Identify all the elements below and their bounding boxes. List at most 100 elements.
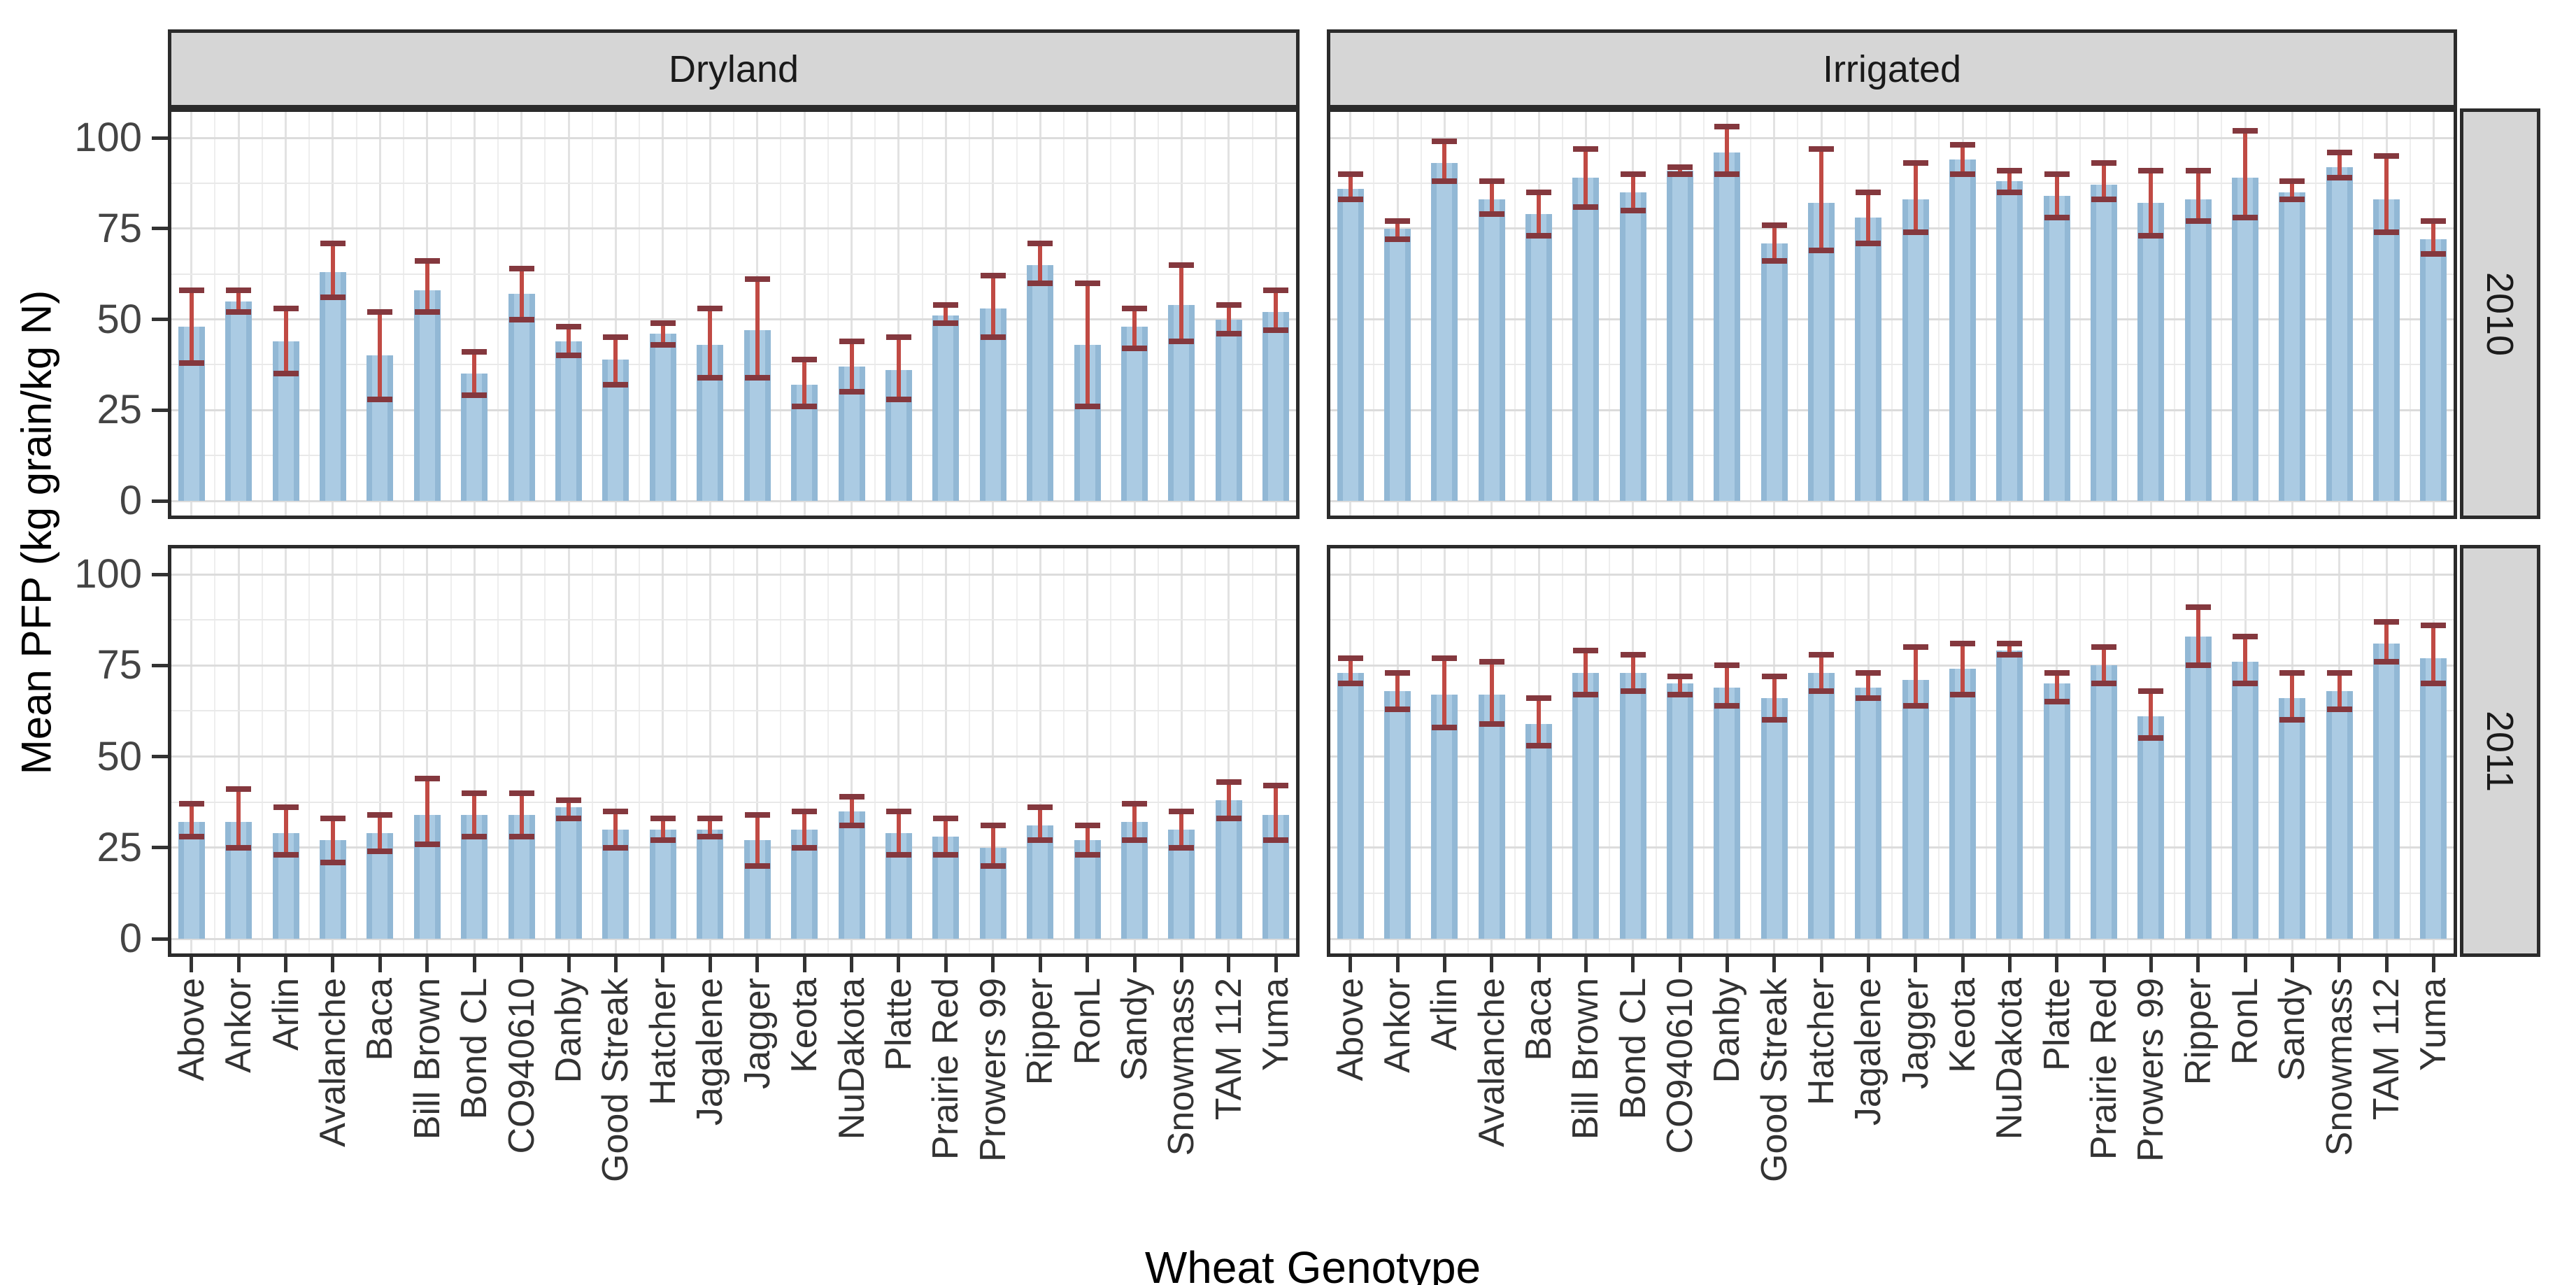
- error-bar-cap-top: [744, 811, 770, 818]
- x-tick: [1490, 957, 1494, 972]
- gridline-v-minor: [1985, 108, 1987, 519]
- gridline-v-minor: [1110, 545, 1112, 957]
- gridline-v-minor: [1844, 108, 1846, 519]
- gridline-h-minor: [1327, 619, 2457, 621]
- gridline-v-minor: [827, 545, 829, 957]
- y-tick: [152, 136, 168, 140]
- error-bar-stem: [2384, 621, 2389, 662]
- gridline-v-minor: [1750, 108, 1751, 519]
- error-bar-stem: [1274, 786, 1279, 841]
- y-tick-label: 25: [97, 824, 142, 870]
- error-bar-cap-top: [1337, 655, 1363, 661]
- error-bar-cap-top: [2233, 127, 2258, 134]
- error-bar-cap-top: [933, 301, 959, 308]
- error-bar-stem: [1819, 148, 1823, 250]
- error-bar-stem: [1274, 290, 1279, 331]
- error-bar-stem: [1085, 283, 1090, 407]
- x-tick: [1086, 957, 1090, 972]
- gridline-v-minor: [874, 108, 876, 519]
- error-bar-cap-top: [1856, 669, 1881, 676]
- y-tick: [152, 572, 168, 576]
- error-bar-cap-top: [1263, 783, 1289, 789]
- bar-jagger: [1902, 680, 1929, 939]
- x-tick: [613, 957, 618, 972]
- gridline-v-minor: [2221, 545, 2223, 957]
- error-bar-stem: [2431, 625, 2436, 684]
- error-bar-cap-bottom: [556, 353, 582, 359]
- error-bar-cap-top: [1337, 171, 1363, 177]
- error-bar-cap-bottom: [2233, 215, 2258, 221]
- x-tick-label-snowmass: Snowmass: [1161, 978, 1202, 1156]
- gridline-v-major: [662, 545, 664, 957]
- error-bar-stem: [1961, 643, 1965, 695]
- gridline-h-major: [168, 318, 1300, 320]
- gridline-h-minor: [168, 455, 1300, 457]
- gridline-h-major: [168, 573, 1300, 576]
- gridline-v-major: [1274, 545, 1277, 957]
- error-bar-cap-bottom: [1263, 327, 1289, 334]
- x-tick-label-platte: Platte: [878, 978, 919, 1071]
- error-bar-stem: [2290, 672, 2295, 720]
- x-tick: [1349, 957, 1353, 972]
- error-bar-cap-bottom: [1074, 404, 1100, 410]
- error-bar-stem: [1537, 192, 1541, 236]
- bar-co940610: [1667, 170, 1693, 501]
- bar-prairie-red: [2091, 185, 2117, 501]
- gridline-v-minor: [1797, 545, 1799, 957]
- error-bar-cap-top: [1027, 804, 1053, 811]
- gridline-v-minor: [1251, 108, 1253, 519]
- x-tick-label-yuma: Yuma: [2413, 978, 2454, 1071]
- panel-dryland-2011: [168, 545, 1300, 957]
- gridline-v-major: [614, 108, 617, 519]
- x-tick: [2196, 957, 2200, 972]
- y-tick: [152, 937, 168, 941]
- gridline-v-major: [992, 545, 995, 957]
- gridline-v-minor: [921, 108, 923, 519]
- gridline-v-major: [851, 108, 853, 519]
- gridline-v-major: [1039, 545, 1041, 957]
- bar-keota: [1949, 159, 1976, 501]
- gridline-v-minor: [261, 108, 263, 519]
- error-bar-cap-top: [1761, 222, 1787, 228]
- y-tick-label: 50: [97, 733, 142, 779]
- error-bar-cap-top: [650, 320, 676, 326]
- error-bar-cap-bottom: [462, 834, 488, 840]
- x-tick-label-prowers-99: Prowers 99: [972, 978, 1013, 1162]
- gridline-v-major: [897, 108, 900, 519]
- y-tick-label: 75: [97, 642, 142, 688]
- gridline-v-minor: [2079, 545, 2082, 957]
- error-bar-cap-top: [1074, 280, 1100, 286]
- gridline-v-minor: [1891, 545, 1893, 957]
- error-bar-cap-top: [1573, 648, 1599, 654]
- error-bar-stem: [2007, 643, 2012, 655]
- gridline-v-major: [709, 545, 711, 957]
- y-axis-title: Mean PFP (kg grain/kg N): [13, 290, 60, 775]
- gridline-h-major: [168, 409, 1300, 411]
- x-tick-label-keota: Keota: [1942, 978, 1983, 1073]
- gridline-v-minor: [2409, 108, 2411, 519]
- error-bar-cap-top: [1169, 262, 1195, 268]
- gridline-h-major: [168, 227, 1300, 230]
- bar-arlin: [1431, 694, 1458, 939]
- error-bar-cap-bottom: [1714, 171, 1740, 177]
- error-bar-cap-top: [1856, 189, 1881, 195]
- error-bar-cap-top: [1997, 640, 2023, 646]
- x-tick: [802, 957, 806, 972]
- bar-jagalene: [697, 829, 724, 939]
- gridline-v-major: [567, 545, 570, 957]
- error-bar-cap-top: [2091, 644, 2116, 651]
- bar-hatcher: [649, 334, 676, 501]
- gridline-v-minor: [733, 108, 734, 519]
- x-tick: [1274, 957, 1278, 972]
- gridline-v-minor: [2174, 108, 2175, 519]
- x-tick: [425, 957, 429, 972]
- error-bar-cap-bottom: [414, 841, 440, 847]
- bar-ankor: [225, 301, 252, 501]
- x-tick-label-ripper: Ripper: [1020, 978, 1061, 1086]
- gridline-v-minor: [2221, 108, 2223, 519]
- facet-strip-dryland: Dryland: [168, 29, 1300, 108]
- y-tick: [152, 227, 168, 231]
- error-bar-stem: [802, 811, 807, 848]
- gridline-v-minor: [591, 108, 593, 519]
- gridline-v-major: [662, 108, 664, 519]
